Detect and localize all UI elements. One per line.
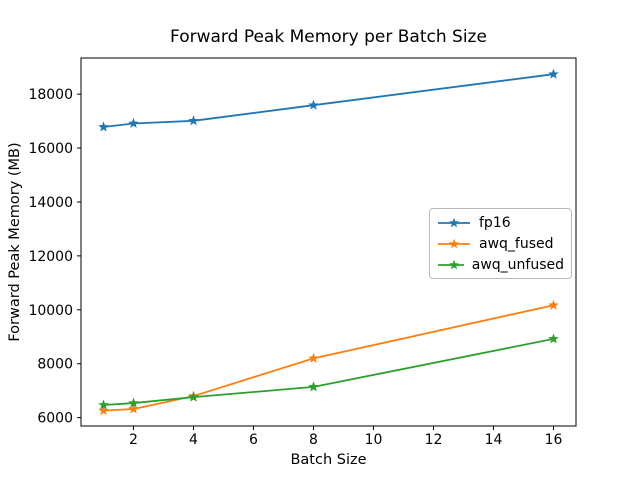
y-tick-label: 8000 (37, 357, 73, 373)
data-point-star-icon (308, 99, 319, 110)
legend-entry: fp16 (437, 213, 564, 233)
data-point-star-icon (188, 391, 199, 402)
x-tick-label: 6 (249, 432, 258, 448)
data-point-star-icon (98, 405, 109, 416)
x-axis-label: Batch Size (290, 452, 367, 468)
data-point-star-icon (548, 299, 559, 310)
legend-label: awq_fused (479, 235, 554, 252)
x-tick-label: 4 (189, 432, 198, 448)
x-tick-label: 2 (129, 432, 138, 448)
legend-label: awq_unfused (471, 256, 564, 273)
y-tick-label: 10000 (28, 303, 73, 319)
legend-entry: awq_fused (437, 234, 564, 254)
x-tick-label: 16 (545, 432, 563, 448)
x-tick-label: 12 (425, 432, 443, 448)
legend-label: fp16 (479, 214, 511, 231)
axes-spines (80, 57, 577, 427)
data-point-star-icon (128, 397, 139, 408)
data-point-star-icon (188, 115, 199, 126)
legend-entry: awq_unfused (437, 255, 564, 275)
x-tick-label: 14 (485, 432, 503, 448)
data-point-star-icon (128, 117, 139, 129)
y-tick-label: 12000 (28, 249, 73, 265)
y-tick-label: 6000 (37, 411, 73, 427)
y-tick-label: 14000 (28, 195, 73, 211)
x-tick-label: 10 (365, 432, 383, 448)
chart-title: Forward Peak Memory per Batch Size (170, 27, 487, 47)
y-tick-label: 18000 (28, 87, 73, 103)
data-point-star-icon (98, 121, 109, 132)
legend-swatch-line-star-icon (438, 217, 470, 227)
legend-swatch-line-star-icon (438, 238, 470, 248)
data-point-star-icon (548, 333, 559, 344)
data-point-star-icon (548, 68, 559, 79)
legend: fp16 awq_fused awq_unfused (429, 208, 572, 279)
data-point-star-icon (308, 352, 319, 363)
data-point-star-icon (98, 399, 109, 410)
x-tick-label: 8 (309, 432, 318, 448)
data-point-star-icon (308, 381, 319, 392)
series-line-fp16 (103, 73, 554, 128)
series-line-awq_fused (103, 304, 554, 412)
y-tick-label: 16000 (28, 141, 73, 157)
legend-swatch-line-star-icon (438, 259, 464, 269)
data-point-star-icon (128, 403, 139, 414)
series-line-awq_unfused (103, 338, 554, 406)
